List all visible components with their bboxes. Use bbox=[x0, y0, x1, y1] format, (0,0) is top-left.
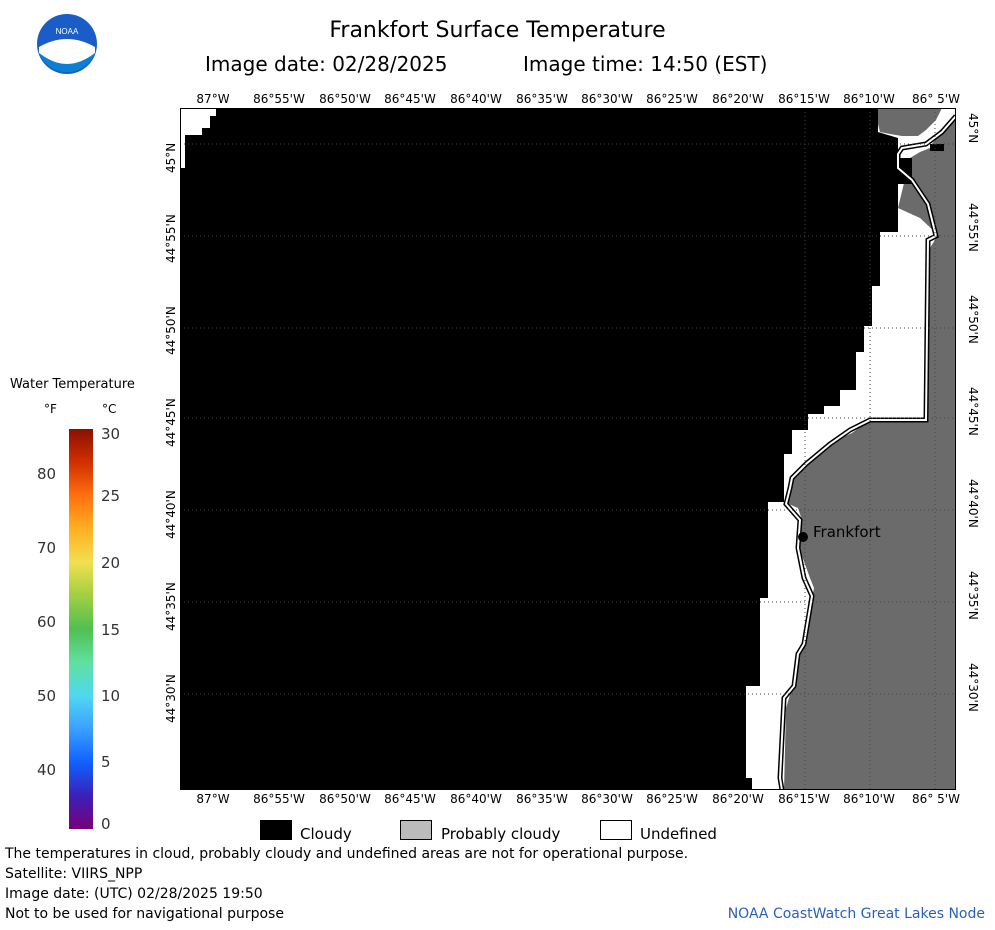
lon-label-bottom: 86°55'W bbox=[253, 792, 305, 806]
map-title: Frankfort Surface Temperature bbox=[329, 18, 666, 43]
lon-label-bottom: 86°10'W bbox=[843, 792, 895, 806]
legend-title: Water Temperature bbox=[10, 377, 135, 392]
lat-label-left: 44°50'N bbox=[164, 306, 178, 355]
unit-celsius: °C bbox=[102, 402, 117, 416]
celsius-tick: 5 bbox=[101, 753, 111, 771]
image-date: Image date: 02/28/2025 bbox=[205, 52, 448, 76]
cloudy-key-label: Cloudy bbox=[300, 825, 352, 843]
celsius-tick: 10 bbox=[101, 687, 121, 705]
fahrenheit-tick: 80 bbox=[37, 465, 57, 483]
lon-label-top: 86°40'W bbox=[450, 92, 502, 106]
celsius-tick: 25 bbox=[101, 487, 121, 505]
cloudy-swatch bbox=[260, 820, 292, 840]
navigation-warning: Not to be used for navigational purpose bbox=[5, 906, 284, 922]
noaa-logo: NOAA bbox=[37, 14, 97, 74]
lon-label-bottom: 86°30'W bbox=[581, 792, 633, 806]
lat-label-left: 44°45'N bbox=[164, 398, 178, 447]
lon-label-top: 86°45'W bbox=[384, 92, 436, 106]
undefined-key-label: Undefined bbox=[640, 825, 717, 843]
lon-label-top: 86° 5'W bbox=[912, 92, 960, 106]
unit-fahrenheit: °F bbox=[44, 402, 57, 416]
lat-label-left: 45°N bbox=[164, 142, 178, 173]
lon-label-bottom: 86°20'W bbox=[712, 792, 764, 806]
satellite-text: Satellite: VIIRS_NPP bbox=[5, 866, 143, 882]
celsius-tick: 30 bbox=[101, 425, 121, 443]
map-border bbox=[180, 108, 956, 790]
map-area: Frankfort bbox=[180, 108, 956, 790]
disclaimer-text: The temperatures in cloud, probably clou… bbox=[5, 846, 689, 862]
frankfort-label: Frankfort bbox=[813, 523, 881, 541]
image-time: Image time: 14:50 (EST) bbox=[523, 52, 768, 76]
lon-label-bottom: 86°35'W bbox=[516, 792, 568, 806]
celsius-tick: 15 bbox=[101, 621, 121, 639]
undefined-swatch bbox=[600, 820, 632, 840]
lon-label-bottom: 86°15'W bbox=[778, 792, 830, 806]
lon-label-top: 87°W bbox=[196, 92, 230, 106]
lat-label-right: 45°N bbox=[966, 113, 980, 144]
lon-label-top: 86°35'W bbox=[516, 92, 568, 106]
lat-label-right: 44°35'N bbox=[966, 571, 980, 620]
lat-label-right: 44°50'N bbox=[966, 295, 980, 344]
credit-text: NOAA CoastWatch Great Lakes Node bbox=[727, 906, 985, 922]
temperature-colorbar bbox=[69, 429, 93, 829]
fahrenheit-tick: 70 bbox=[37, 539, 57, 557]
fahrenheit-tick: 40 bbox=[37, 761, 57, 779]
lon-label-top: 86°50'W bbox=[319, 92, 371, 106]
lat-label-right: 44°55'N bbox=[966, 203, 980, 252]
image-date-utc: Image date: (UTC) 02/28/2025 19:50 bbox=[5, 886, 263, 902]
celsius-tick: 20 bbox=[101, 554, 121, 572]
cloudy-fragment bbox=[930, 144, 944, 151]
lon-label-top: 86°15'W bbox=[778, 92, 830, 106]
lat-label-right: 44°45'N bbox=[966, 387, 980, 436]
celsius-tick: 0 bbox=[101, 815, 111, 833]
lon-label-top: 86°55'W bbox=[253, 92, 305, 106]
fahrenheit-tick: 60 bbox=[37, 613, 57, 631]
lat-label-right: 44°30'N bbox=[966, 663, 980, 712]
lat-label-left: 44°35'N bbox=[164, 582, 178, 631]
lon-label-bottom: 86° 5'W bbox=[912, 792, 960, 806]
noaa-logo-text: NOAA bbox=[56, 27, 79, 36]
lon-label-top: 86°30'W bbox=[581, 92, 633, 106]
lon-label-bottom: 86°25'W bbox=[646, 792, 698, 806]
lon-label-bottom: 86°40'W bbox=[450, 792, 502, 806]
probably-cloudy-patch bbox=[878, 108, 942, 136]
frankfort-marker bbox=[798, 532, 808, 542]
lat-label-left: 44°40'N bbox=[164, 490, 178, 539]
lon-label-bottom: 87°W bbox=[196, 792, 230, 806]
probably-cloudy-key-label: Probably cloudy bbox=[441, 825, 561, 843]
graticule bbox=[180, 108, 956, 790]
lat-label-left: 44°30'N bbox=[164, 674, 178, 723]
fahrenheit-tick: 50 bbox=[37, 687, 57, 705]
lat-label-left: 44°55'N bbox=[164, 214, 178, 263]
lon-label-top: 86°10'W bbox=[843, 92, 895, 106]
lat-label-right: 44°40'N bbox=[966, 479, 980, 528]
lon-label-top: 86°20'W bbox=[712, 92, 764, 106]
probably-cloudy-swatch bbox=[400, 820, 432, 840]
lon-label-top: 86°25'W bbox=[646, 92, 698, 106]
lon-label-bottom: 86°50'W bbox=[319, 792, 371, 806]
cloudy-area bbox=[180, 108, 912, 790]
lon-label-bottom: 86°45'W bbox=[384, 792, 436, 806]
